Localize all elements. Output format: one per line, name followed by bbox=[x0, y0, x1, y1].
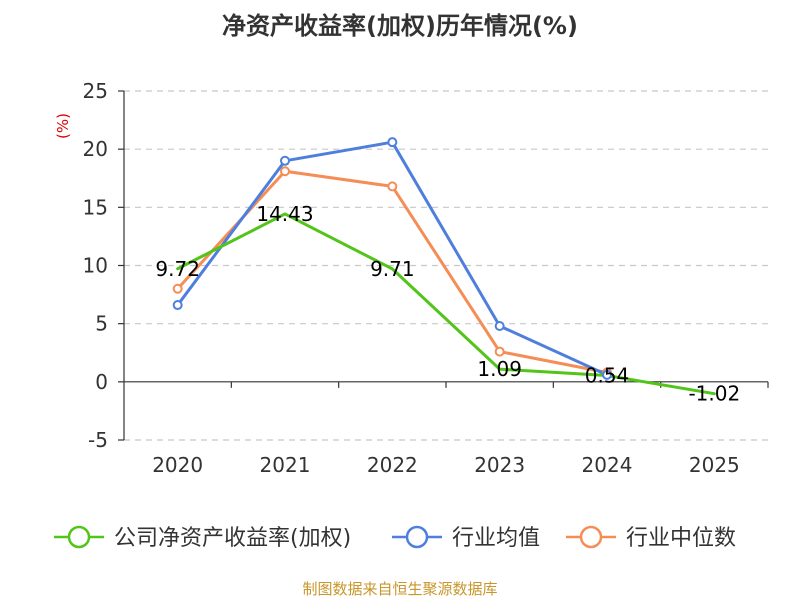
legend-marker bbox=[405, 525, 429, 549]
legend-marker bbox=[579, 525, 603, 549]
source-note: 制图数据来自恒生聚源数据库 bbox=[302, 580, 497, 598]
data-point bbox=[494, 320, 505, 331]
axes bbox=[118, 90, 769, 441]
legend-marker bbox=[67, 525, 91, 549]
data-point bbox=[280, 155, 290, 166]
data-point bbox=[172, 300, 183, 311]
y-tick-label: 0 bbox=[95, 370, 108, 394]
x-tick-label: 2022 bbox=[367, 453, 418, 477]
legend: 公司净资产收益率(加权) 行业均值 行业中位数 bbox=[54, 525, 736, 551]
legend-label: 行业中位数 bbox=[626, 526, 736, 551]
x-tick-labels: 2020 2021 2022 2023 2024 2025 bbox=[152, 453, 740, 477]
y-tick-label: 20 bbox=[83, 137, 108, 161]
data-label: 1.09 bbox=[477, 357, 522, 381]
y-tick-label: 10 bbox=[83, 254, 108, 278]
y-tick-labels: 25 20 15 10 5 0 -5 bbox=[83, 79, 108, 452]
y-tick-label: 15 bbox=[83, 195, 108, 219]
data-point bbox=[494, 346, 505, 357]
data-point bbox=[172, 283, 183, 294]
data-label: -1.02 bbox=[688, 382, 740, 406]
legend-label: 行业均值 bbox=[452, 526, 540, 551]
data-label: 9.71 bbox=[370, 257, 415, 281]
gridlines bbox=[124, 90, 768, 441]
data-label: 9.72 bbox=[155, 257, 200, 281]
data-label: 14.43 bbox=[256, 202, 313, 226]
y-tick-label: 25 bbox=[83, 79, 108, 103]
x-tick-label: 2023 bbox=[474, 453, 525, 477]
x-tick-label: 2021 bbox=[260, 453, 311, 477]
data-labels: 9.72 14.43 9.71 1.09 0.54 -1.02 bbox=[155, 202, 740, 406]
y-tick-label: 5 bbox=[95, 312, 108, 336]
series-line bbox=[176, 212, 716, 396]
y-tick-label: -5 bbox=[88, 428, 108, 452]
x-tick-label: 2020 bbox=[152, 453, 203, 477]
data-label: 0.54 bbox=[585, 364, 630, 388]
series-markers bbox=[172, 137, 612, 380]
legend-label: 公司净资产收益率(加权) bbox=[114, 526, 351, 551]
data-point bbox=[602, 369, 612, 380]
data-point bbox=[280, 166, 290, 177]
y-axis-label: (%) bbox=[54, 113, 72, 139]
series-lines bbox=[176, 140, 716, 396]
chart-title: 净资产收益率(加权)历年情况(%) bbox=[222, 12, 578, 40]
x-tick-label: 2025 bbox=[689, 453, 740, 477]
data-point bbox=[387, 137, 398, 148]
x-tick-label: 2024 bbox=[582, 453, 633, 477]
data-point bbox=[387, 181, 398, 192]
